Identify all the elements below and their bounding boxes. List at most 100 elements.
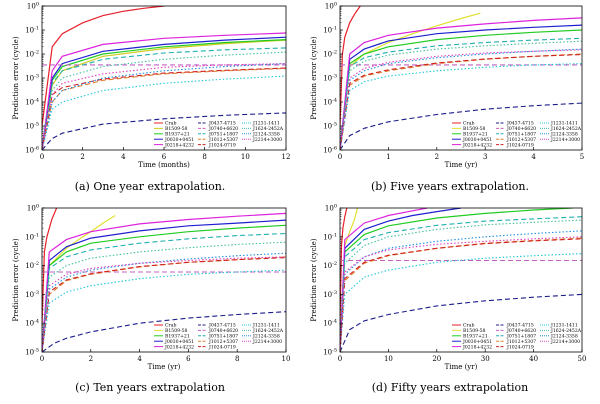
y-tick-label: 10-6 xyxy=(323,146,337,155)
x-tick-label: 6 xyxy=(186,355,191,363)
y-tick-label: 10-1 xyxy=(323,232,337,241)
legend-label: J0030+0451 xyxy=(462,339,492,345)
series-group xyxy=(42,6,286,150)
series-line-J1024-0719 xyxy=(42,257,286,352)
y-tick-label: 10-2 xyxy=(323,261,337,270)
x-axis-label: Time (yr) xyxy=(445,363,478,371)
series-line-J1231-1411 xyxy=(42,75,286,150)
legend-label: J2124-3358 xyxy=(550,334,578,340)
legend-label: J1624-2452A xyxy=(252,126,284,132)
legend-label: J1012+5307 xyxy=(506,339,536,345)
legend-label: B1937+21 xyxy=(165,132,190,138)
series-line-Crab xyxy=(42,208,58,324)
series-line-J0218+4232 xyxy=(42,212,286,352)
x-tick-label: 0 xyxy=(40,355,44,363)
legend-label: J0437-4715 xyxy=(506,121,534,127)
series-line-J2214+3000 xyxy=(42,256,286,352)
chart-panel-c: 0 2 4 6 8 10 10-5 10-4 10-3 10-2 10-1 100 Time (yr) P… xyxy=(12,204,290,372)
series-line-J2214+3000 xyxy=(42,63,286,150)
legend-label: J1624-2452A xyxy=(550,328,582,334)
legend-label: J0030+0451 xyxy=(164,339,194,345)
y-tick-label: 10-2 xyxy=(25,50,39,59)
y-tick-label: 10-5 xyxy=(25,122,39,131)
legend-label: Crab xyxy=(165,323,176,329)
series-line-Crab xyxy=(340,208,348,324)
y-tick-label: 100 xyxy=(325,204,337,213)
series-line-J1231-1411 xyxy=(340,63,582,150)
series-line-J2214+3000 xyxy=(340,236,582,352)
legend-label: J0218+4232 xyxy=(462,344,492,350)
x-axis-label: Time (months) xyxy=(138,161,190,169)
plot-frame xyxy=(41,5,287,151)
legend-label: J1024-0719 xyxy=(506,142,534,148)
legend-label: J0030+0451 xyxy=(164,137,194,143)
series-line-J0437-4715 xyxy=(42,311,286,352)
series-line-J1624-2452A xyxy=(340,219,582,352)
series-line-J0218+4232 xyxy=(340,17,582,150)
legend-label: J0218+4232 xyxy=(462,142,492,148)
x-tick-label: 0 xyxy=(338,355,342,363)
legend-label: J1024-0719 xyxy=(506,344,534,350)
legend-label: B1937+21 xyxy=(463,334,488,340)
y-tick-label: 100 xyxy=(325,2,337,11)
series-line-J0218+4232 xyxy=(42,32,286,150)
legend-label: J0437-4715 xyxy=(208,323,236,329)
series-line-J1624-2452A xyxy=(42,241,286,352)
y-tick-label: 10-5 xyxy=(25,348,39,357)
panel-title-d: (d) Fifty years extrapolation xyxy=(371,381,529,394)
series-line-J1012+5307 xyxy=(340,53,582,150)
x-tick-label: 0 xyxy=(338,153,342,161)
legend-label: J0751+1807 xyxy=(208,334,238,340)
series-line-J1012+5307 xyxy=(42,67,286,150)
legend-label: B1509-58 xyxy=(165,328,188,334)
series-line-J2124-3358 xyxy=(42,252,286,352)
x-tick-label: 20 xyxy=(432,355,441,363)
chart-panel-d: 0 10 20 30 40 50 10-5 10-4 10-3 10-2 10-1 100 Time (… xyxy=(310,204,586,372)
chart-panel-b: 0 1 2 3 4 5 10-6 10-5 10-4 10-3 10-2 10-1 100 Time (y… xyxy=(310,2,584,170)
x-tick-label: 2 xyxy=(435,153,439,161)
legend-label: B1509-58 xyxy=(463,126,486,132)
x-tick-label: 5 xyxy=(580,153,584,161)
legend-label: J0218+4232 xyxy=(164,344,194,350)
y-axis-label: Prediction error (cycle) xyxy=(310,238,318,321)
series-line-J1012+5307 xyxy=(42,256,286,352)
legend-label: J2214+3000 xyxy=(252,137,282,143)
series-group xyxy=(42,208,286,352)
y-tick-label: 10-6 xyxy=(25,146,39,155)
legend-label: J0030+0451 xyxy=(462,137,492,143)
series-line-B1509-58 xyxy=(42,39,286,150)
legend-label: J1231-1411 xyxy=(252,323,280,329)
x-tick-label: 8 xyxy=(235,355,239,363)
series-line-J1231-1411 xyxy=(340,253,582,352)
legend-label: J1624-2452A xyxy=(252,328,284,334)
legend-label: J2124-3358 xyxy=(252,132,280,138)
x-tick-label: 0 xyxy=(40,153,44,161)
y-tick-label: 10-2 xyxy=(323,50,337,59)
legend-label: J2214+3000 xyxy=(550,137,580,143)
series-line-J0751+1807 xyxy=(42,232,286,352)
legend-label: Crab xyxy=(463,121,474,127)
legend-label: J1012+5307 xyxy=(208,137,238,143)
series-line-J1024-0719 xyxy=(42,67,286,150)
y-tick-label: 100 xyxy=(27,2,39,11)
legend-label: J1231-1411 xyxy=(550,323,578,329)
series-line-B1937+21 xyxy=(42,224,286,352)
series-line-J0751+1807 xyxy=(340,216,582,352)
series-line-J0030+0451 xyxy=(340,208,462,352)
plot-frame xyxy=(339,207,583,353)
series-line-J1024-0719 xyxy=(340,238,582,352)
y-tick-label: 10-3 xyxy=(323,290,337,299)
y-tick-label: 100 xyxy=(27,204,39,213)
series-group xyxy=(340,6,582,150)
series-line-B1937+21 xyxy=(340,29,582,150)
chart-panel-a: 0 2 4 6 8 10 12 10-6 10-5 10-4 10-3 10-2 10-1 100 Time… xyxy=(12,2,290,170)
panel-title-c: (c) Ten years extrapolation xyxy=(75,381,225,394)
legend-label: J0740+6620 xyxy=(208,126,238,132)
y-tick-label: 10-3 xyxy=(25,290,39,299)
y-tick-label: 10-1 xyxy=(323,26,337,35)
series-line-J0218+4232 xyxy=(340,208,428,352)
legend-label: J0751+1807 xyxy=(506,132,536,138)
series-line-J0751+1807 xyxy=(42,47,286,150)
